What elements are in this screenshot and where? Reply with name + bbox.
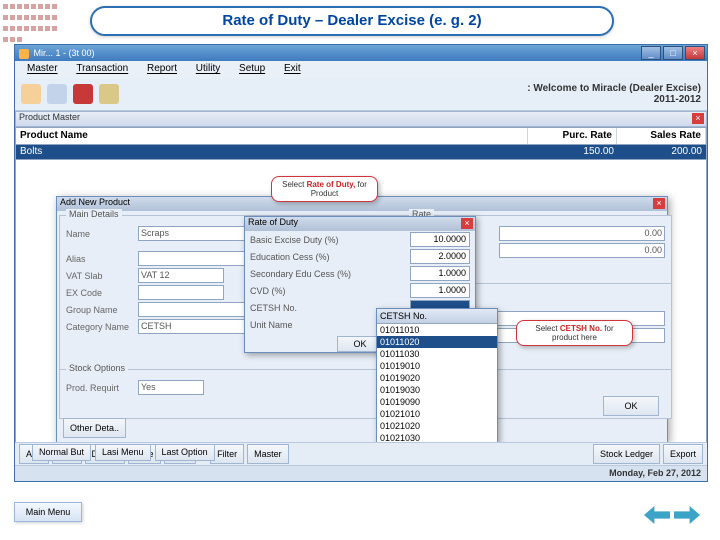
category-label: Category Name: [66, 322, 138, 332]
nav-arrows: [644, 506, 700, 524]
cetsh-option[interactable]: 01019090: [377, 396, 497, 408]
footer-btn-3[interactable]: Last Option: [155, 444, 215, 461]
dialog-close-icon[interactable]: ×: [653, 198, 665, 209]
master-button[interactable]: Master: [247, 444, 289, 464]
vat-input[interactable]: VAT 12: [138, 268, 224, 283]
group-label: Group Name: [66, 305, 138, 315]
ex-input[interactable]: [138, 285, 224, 300]
menu-utility[interactable]: Utility: [188, 61, 228, 76]
next-arrow-icon[interactable]: [674, 506, 700, 524]
app-icon: [19, 49, 29, 59]
window-title: Mir... 1 - (3t 00): [34, 48, 95, 58]
cetsh-option[interactable]: 01021020: [377, 420, 497, 432]
decoration-dots: [2, 2, 82, 42]
toolbar-icon-4[interactable]: [99, 84, 119, 104]
grid-body: Add New Product × Main Details NameScrap…: [15, 160, 707, 457]
cvd-input[interactable]: 1.0000: [410, 283, 470, 298]
cetsh-option[interactable]: 01019010: [377, 360, 497, 372]
status-date: Monday, Feb 27, 2012: [15, 465, 707, 481]
cetsh-option[interactable]: 01019020: [377, 372, 497, 384]
menu-exit[interactable]: Exit: [276, 61, 309, 76]
toolbar-icon-1[interactable]: [21, 84, 41, 104]
rate-close-icon[interactable]: ×: [461, 218, 473, 229]
col-purc-rate[interactable]: Purc. Rate: [528, 128, 617, 144]
footer-btn-2[interactable]: Lasi Menu: [95, 444, 151, 461]
grid-row-selected[interactable]: Bolts 150.00 200.00: [15, 145, 707, 160]
col-product-name[interactable]: Product Name: [16, 128, 528, 144]
prod-req-input[interactable]: Yes: [138, 380, 204, 395]
footer-nav: Normal But Lasi Menu Last Option: [32, 444, 215, 461]
cetsh-option[interactable]: 01011010: [377, 324, 497, 336]
vat-label: VAT Slab: [66, 271, 138, 281]
toolbar-icon-3[interactable]: [73, 84, 93, 104]
alias-label: Alias: [66, 254, 138, 264]
cetsh-option[interactable]: 01021010: [377, 408, 497, 420]
cetsh-header: CETSH No.: [377, 309, 497, 324]
toolbar-icon-2[interactable]: [47, 84, 67, 104]
stock-ledger-button[interactable]: Stock Ledger: [593, 444, 660, 464]
menu-transaction[interactable]: Transaction: [68, 61, 136, 76]
sec-edu-cess-input[interactable]: 1.0000: [410, 266, 470, 281]
grid-header: Product Name Purc. Rate Sales Rate: [15, 127, 707, 145]
cetsh-option-selected[interactable]: 01011020: [377, 336, 497, 348]
other-details-button[interactable]: Other Deta..: [63, 418, 126, 438]
footer-btn-1[interactable]: Normal But: [32, 444, 91, 461]
pm-close-icon[interactable]: ×: [692, 113, 704, 124]
slide-title: Rate of Duty – Dealer Excise (e. g. 2): [90, 6, 614, 36]
dialog-ok-button[interactable]: OK: [603, 396, 659, 416]
sale-rate-input[interactable]: 0.00: [499, 243, 665, 258]
basic-excise-input[interactable]: 10.0000: [410, 232, 470, 247]
welcome-text: : Welcome to Miracle (Dealer Excise)2011…: [527, 83, 701, 105]
purc-rate-input[interactable]: 0.00: [499, 226, 665, 241]
col-sale-rate[interactable]: Sales Rate: [617, 128, 706, 144]
maximize-button[interactable]: □: [663, 46, 683, 60]
prev-arrow-icon[interactable]: [644, 506, 670, 524]
menu-master[interactable]: Master: [19, 61, 66, 76]
main-menu-button[interactable]: Main Menu: [14, 502, 82, 522]
prod-req-label: Prod. Requirt: [66, 383, 138, 393]
menu-setup[interactable]: Setup: [231, 61, 273, 76]
close-button[interactable]: ×: [685, 46, 705, 60]
menu-bar: Master Transaction Report Utility Setup …: [15, 61, 707, 78]
stock-options-legend: Stock Options: [66, 363, 128, 373]
product-master-titlebar: Product Master ×: [15, 111, 707, 127]
main-details-legend: Main Details: [66, 209, 122, 219]
cetsh-option[interactable]: 01019030: [377, 384, 497, 396]
rate-dialog-titlebar: Rate of Duty×: [245, 217, 475, 231]
export-button[interactable]: Export: [663, 444, 703, 464]
menu-report[interactable]: Report: [139, 61, 185, 76]
name-label: Name: [66, 229, 138, 239]
edu-cess-input[interactable]: 2.0000: [410, 249, 470, 264]
callout-rate-of-duty: Select Rate of Duty, for Product: [271, 176, 378, 202]
filter-button[interactable]: Filter: [210, 444, 244, 464]
minimize-button[interactable]: _: [641, 46, 661, 60]
toolbar: : Welcome to Miracle (Dealer Excise)2011…: [15, 78, 707, 111]
ex-label: EX Code: [66, 288, 138, 298]
app-window: Mir... 1 - (3t 00) _ □ × Master Transact…: [14, 44, 708, 482]
cetsh-option[interactable]: 01011030: [377, 348, 497, 360]
callout-cetsh: Select CETSH No. for product here: [516, 320, 633, 346]
window-titlebar: Mir... 1 - (3t 00) _ □ ×: [15, 45, 707, 61]
